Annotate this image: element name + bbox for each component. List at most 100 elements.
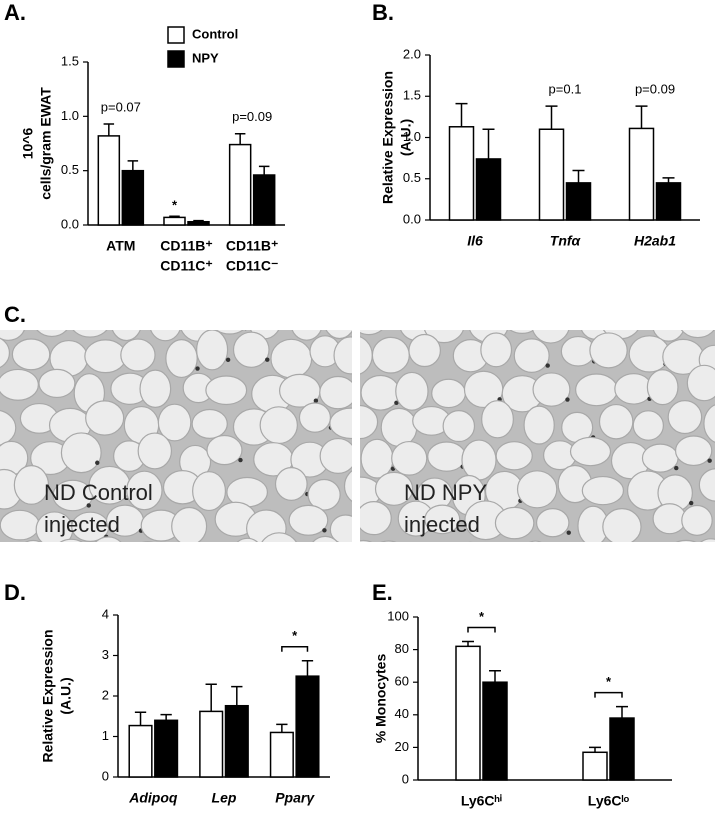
adipocyte [360,374,401,411]
y-tick-label: 4 [102,606,109,621]
bar [97,135,121,226]
adipocyte [424,504,461,535]
adipocyte [0,330,25,341]
x-tick-label: Ly6Cˡᵒ [588,793,630,809]
bar [482,681,508,781]
adipocyte [461,439,497,481]
nucleus [195,366,200,371]
adipocyte [686,364,715,402]
adipocyte [307,478,341,511]
bar [448,126,475,221]
adipocyte [674,435,713,467]
adipocyte [703,404,715,443]
adipocyte [319,437,352,474]
adipocyte [60,432,102,474]
adipocyte [652,330,685,342]
image-caption: injected [404,512,480,537]
nucleus [265,357,270,362]
adipocyte [0,409,17,446]
legend-swatch [167,50,185,68]
nucleus [402,564,406,568]
adipocyte [329,514,352,542]
image-caption: ND NPY [404,480,487,505]
y-tick-label: 2.0 [403,46,421,61]
adipocyte [137,432,173,470]
adipocyte [699,538,715,542]
y-tick-label: 0 [102,768,109,783]
bar [628,127,655,221]
panel-label: D. [4,580,26,605]
adipocyte [325,330,352,340]
legend-label: Control [192,26,238,41]
adipocyte [646,369,679,406]
bar [187,220,210,226]
adipocyte [0,509,40,541]
adipocyte [494,506,535,540]
adipocyte [312,535,339,542]
adipocyte [142,541,154,542]
adipocyte [13,465,50,505]
adipocyte [94,536,122,542]
y-tick-label: 2 [102,687,109,702]
error-bar [489,670,501,683]
adipocyte [278,373,321,408]
annotation: p=0.09 [232,109,272,124]
bar [455,645,481,781]
x-tick-label: Il6 [467,233,483,249]
x-tick-label: CD11C⁻ [226,258,279,274]
nucleus [313,398,319,403]
adipocyte [374,471,414,506]
adipocyte [427,441,467,472]
adipocyte [675,539,697,542]
x-tick-label: ATM [106,238,135,254]
adipocyte [291,330,322,341]
significance-bracket [467,626,496,633]
error-bar [234,132,246,145]
y-tick-label: 20 [395,739,409,754]
adipocyte [157,403,192,442]
significance-bracket [594,691,623,698]
nucleus [86,503,91,508]
adipocyte [261,532,297,542]
nucleus [322,528,327,533]
adipocyte [532,372,571,407]
adipocyte [532,330,570,344]
y-tick-label: 3 [102,647,109,662]
adipocyte [232,331,270,368]
annotation: p=0.09 [635,82,675,97]
error-bar [545,105,558,130]
adipocyte [192,471,227,512]
y-tick-label: 0.0 [403,211,421,226]
y-tick-label: 1.5 [403,88,421,103]
annotation: * [172,198,178,213]
y-tick-label: 40 [395,706,409,721]
adipocyte [395,371,429,411]
nucleus [707,458,712,463]
adipocyte [641,443,679,473]
nucleus [566,530,571,535]
panel-label: E. [372,580,393,605]
y-tick-label: 0.5 [403,170,421,185]
bar [163,216,186,226]
nucleus [545,363,550,368]
bar [655,182,682,221]
bar [154,719,179,778]
adipocyte [191,408,228,439]
adipocyte [0,368,39,401]
significance-bracket [281,646,309,652]
y-tick-label: 0.5 [61,162,79,177]
nucleus [674,465,679,471]
y-tick-label: 1.0 [61,108,79,123]
error-bar [103,123,115,136]
legend-swatch [167,26,185,44]
adipocyte [529,540,542,542]
nucleus [394,400,399,405]
adipocyte [343,470,352,502]
adipocyte [495,441,533,471]
adipocyte [589,544,620,572]
bar [582,751,608,781]
adipocyte [598,403,634,440]
annotation: p=0.07 [101,99,141,114]
adipocyte [111,330,141,342]
